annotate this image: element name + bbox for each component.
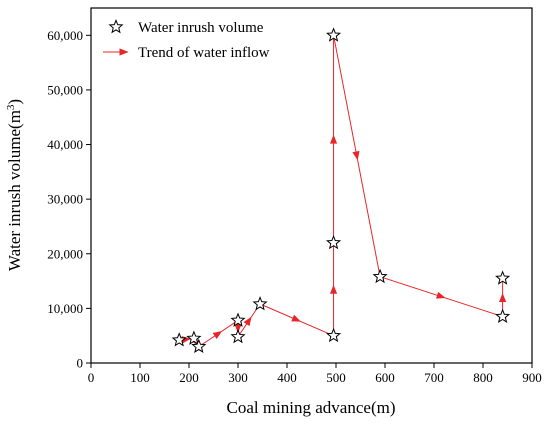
trend-arrowhead bbox=[243, 316, 252, 327]
legend-star-shape bbox=[108, 19, 124, 34]
water-inrush-series bbox=[171, 27, 511, 354]
data-point-star bbox=[325, 327, 342, 343]
x-tick-label: 700 bbox=[424, 370, 444, 385]
legend-trend-arrow bbox=[103, 48, 129, 56]
data-point-star bbox=[495, 270, 511, 285]
y-tick-label: 30,000 bbox=[47, 192, 83, 207]
x-tick-label: 200 bbox=[179, 370, 199, 385]
legend-arrow-head bbox=[119, 48, 129, 56]
trend-arrowhead bbox=[329, 284, 338, 294]
x-axis-label: Coal mining advance(m) bbox=[226, 398, 395, 417]
data-point-star bbox=[186, 330, 202, 345]
y-axis-label: Water inrush volume(m3) bbox=[5, 99, 24, 271]
x-tick-label: 900 bbox=[522, 370, 542, 385]
data-point-star bbox=[325, 234, 342, 250]
axis-ticks: 0 100 200 300 400 500 600 700 800 900 0 10,000 20,00… bbox=[47, 28, 542, 385]
data-point-star bbox=[191, 338, 207, 354]
data-point-star bbox=[252, 296, 268, 311]
y-tick-label: 20,000 bbox=[47, 246, 83, 261]
trend-arrowhead bbox=[499, 292, 507, 302]
data-point-star bbox=[230, 312, 246, 327]
plot-frame bbox=[90, 7, 533, 364]
trend-arrowhead bbox=[329, 134, 338, 144]
trend-arrowhead bbox=[234, 324, 242, 334]
legend-label-trend: Trend of water inflow bbox=[138, 45, 270, 61]
trend-arrowhead bbox=[352, 150, 360, 161]
x-tick-label: 100 bbox=[130, 370, 150, 385]
y-tick-label: 10,000 bbox=[47, 301, 83, 316]
x-tick-label: 300 bbox=[228, 370, 248, 385]
y-tick-label: 40,000 bbox=[47, 137, 83, 152]
x-tick-label: 0 bbox=[88, 370, 95, 385]
y-axis-label-tail: ) bbox=[5, 99, 24, 105]
trend-arrowhead bbox=[212, 331, 223, 340]
data-point-star bbox=[230, 328, 246, 344]
x-tick-label: 600 bbox=[375, 370, 395, 385]
trend-arrowhead bbox=[291, 314, 301, 322]
y-axis-label-sup: 3 bbox=[5, 104, 17, 110]
legend-label-water-inrush: Water inrush volume bbox=[138, 20, 264, 36]
x-tick-label: 800 bbox=[473, 370, 493, 385]
legend: Water inrush volume Trend of water inflo… bbox=[103, 19, 270, 61]
x-tick-label: 500 bbox=[326, 370, 346, 385]
data-point-star bbox=[495, 308, 511, 324]
trend-series bbox=[179, 35, 507, 348]
data-point-star bbox=[171, 332, 187, 347]
data-point-star bbox=[372, 268, 388, 284]
y-tick-label: 0 bbox=[77, 356, 84, 371]
x-tick-label: 400 bbox=[277, 370, 297, 385]
trend-arrowhead bbox=[435, 291, 446, 299]
legend-star-marker bbox=[108, 19, 124, 34]
y-tick-label: 60,000 bbox=[47, 28, 83, 43]
y-axis-label-main: Water inrush volume(m bbox=[5, 110, 24, 271]
y-tick-label: 50,000 bbox=[47, 82, 83, 97]
data-point-star bbox=[325, 27, 342, 42]
